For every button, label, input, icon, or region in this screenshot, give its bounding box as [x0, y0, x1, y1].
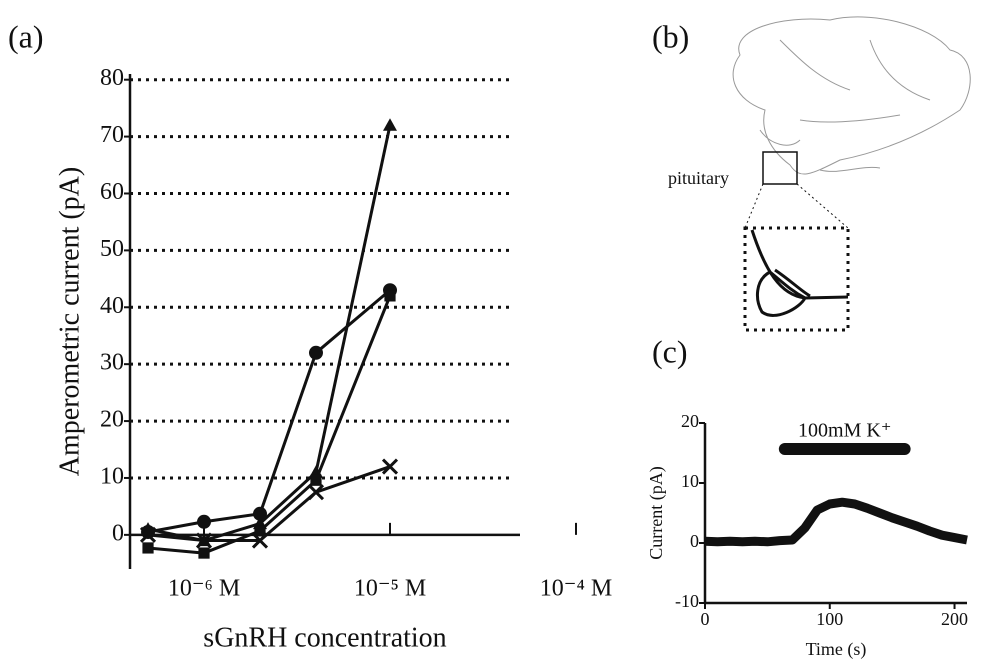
pituitary-outline — [750, 229, 849, 317]
y-tick-label: 0 — [690, 531, 699, 551]
diagram-label: pituitary — [668, 168, 729, 188]
y-tick-label: 40 — [100, 293, 124, 319]
x-tick-label: 200 — [941, 609, 968, 629]
zoom-box — [762, 151, 798, 185]
y-tick-label: 0 — [112, 520, 124, 546]
x-axis-label: Time (s) — [806, 639, 867, 660]
panel-label: (c) — [652, 333, 688, 369]
marker — [198, 547, 210, 559]
marker — [139, 526, 157, 543]
marker — [308, 345, 323, 360]
x-axis-label: sGnRH concentration — [203, 622, 446, 653]
marker — [383, 118, 397, 131]
series-line — [704, 497, 968, 547]
x-tick-label: 0 — [701, 609, 710, 629]
y-tick-label: 60 — [100, 179, 124, 205]
y-tick-label: 70 — [100, 122, 124, 148]
marker — [142, 542, 154, 554]
brain-diagram — [732, 16, 971, 175]
marker — [381, 458, 399, 475]
marker — [197, 514, 212, 529]
y-tick-label: 20 — [100, 407, 124, 433]
marker — [254, 525, 266, 537]
y-tick-label: 20 — [681, 411, 699, 431]
x-tick-label: 100 — [816, 609, 843, 629]
y-axis-label: Current (pA) — [646, 466, 667, 559]
y-tick-label: -10 — [675, 591, 699, 611]
x-tick-label: 10⁻⁴ M — [540, 576, 612, 602]
marker — [253, 506, 267, 521]
series-line — [147, 289, 391, 534]
marker — [310, 474, 322, 486]
x-tick-label: 10⁻⁵ M — [354, 576, 426, 602]
zoom-lines — [744, 183, 849, 229]
marker — [251, 532, 269, 549]
x-tick-label: 10⁻⁶ M — [168, 576, 240, 602]
marker — [384, 290, 396, 302]
marker — [195, 532, 213, 549]
panel-label: (a) — [8, 18, 44, 54]
annotation: 100mM K⁺ — [798, 420, 891, 442]
y-tick-label: 30 — [100, 350, 124, 376]
panel-label: (b) — [652, 18, 689, 54]
zoom-frame — [743, 226, 850, 332]
y-tick-label: 50 — [100, 236, 124, 262]
marker — [307, 484, 325, 501]
y-tick-label: 80 — [100, 65, 124, 91]
y-tick-label: 10 — [100, 463, 124, 489]
y-tick-label: 10 — [681, 471, 699, 491]
series-line — [147, 465, 391, 543]
y-axis-label: Amperometric current (pA) — [54, 167, 85, 476]
